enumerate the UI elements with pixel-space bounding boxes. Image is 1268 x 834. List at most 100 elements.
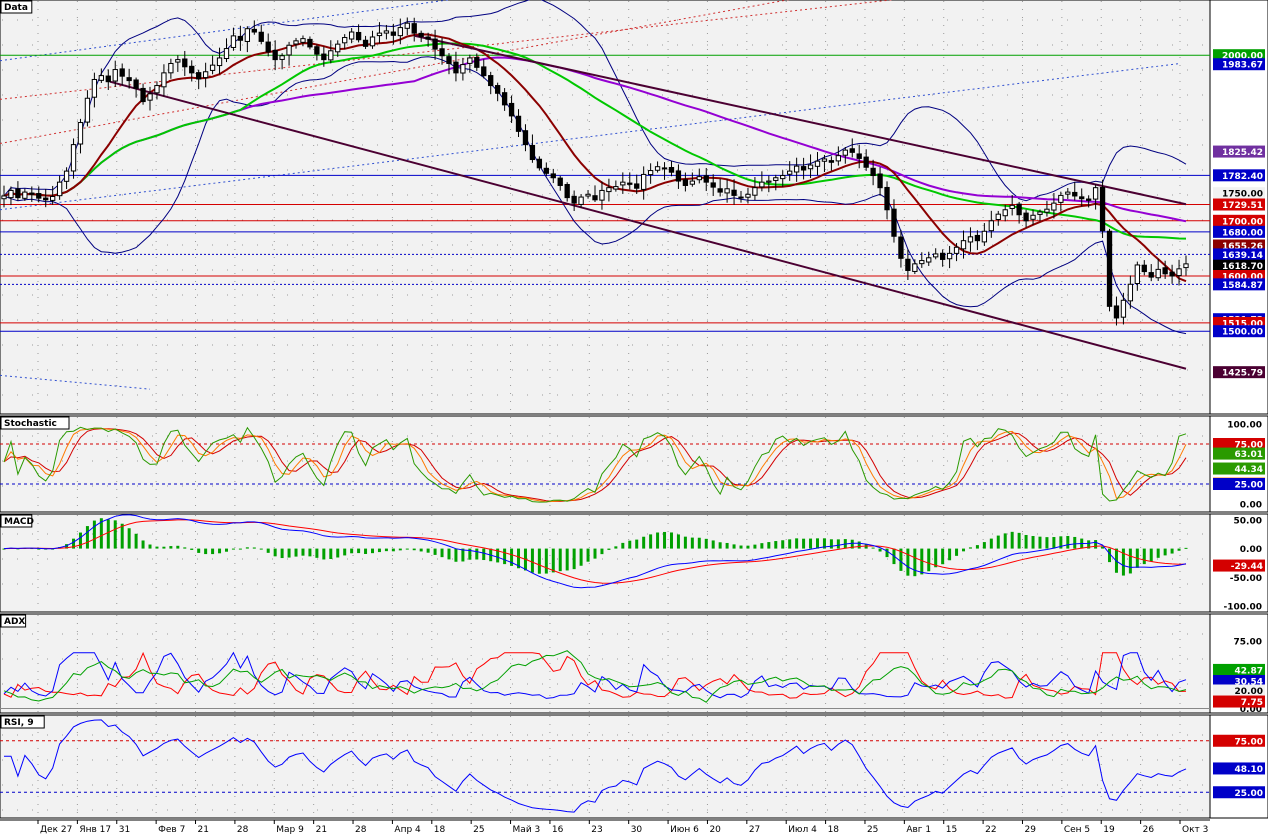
candle[interactable] — [70, 144, 77, 172]
candle[interactable] — [780, 175, 786, 180]
candle[interactable] — [293, 40, 299, 45]
candle[interactable] — [1058, 194, 1064, 203]
candle[interactable] — [432, 38, 438, 50]
candle[interactable] — [418, 32, 424, 37]
candle[interactable] — [460, 64, 466, 74]
candle[interactable] — [355, 31, 362, 41]
candle[interactable] — [272, 49, 278, 61]
candle[interactable] — [237, 35, 244, 41]
candle[interactable] — [1002, 209, 1008, 217]
candle[interactable] — [981, 230, 988, 243]
candle[interactable] — [230, 35, 237, 48]
candle[interactable] — [404, 22, 410, 29]
candle[interactable] — [508, 102, 515, 117]
candle[interactable] — [286, 44, 292, 56]
candle[interactable] — [634, 183, 640, 189]
candle[interactable] — [1176, 268, 1182, 277]
candle[interactable] — [1183, 263, 1189, 269]
candle[interactable] — [668, 167, 675, 173]
candle[interactable] — [689, 180, 695, 185]
candle[interactable] — [807, 164, 814, 170]
candle[interactable] — [738, 196, 744, 199]
candle[interactable] — [641, 173, 647, 190]
candle[interactable] — [988, 220, 994, 232]
candle[interactable] — [147, 93, 153, 101]
candle[interactable] — [251, 28, 257, 33]
candle[interactable] — [501, 92, 508, 106]
candle[interactable] — [731, 189, 737, 196]
candle[interactable] — [348, 31, 355, 40]
candle[interactable] — [481, 66, 487, 77]
candle[interactable] — [1009, 204, 1015, 209]
candle[interactable] — [717, 188, 723, 193]
candle[interactable] — [321, 53, 327, 61]
candle[interactable] — [1120, 299, 1127, 318]
candle[interactable] — [1106, 230, 1113, 307]
candle[interactable] — [1113, 305, 1120, 319]
candle[interactable] — [912, 263, 918, 272]
candle[interactable] — [710, 182, 716, 188]
candle[interactable] — [495, 85, 501, 94]
candle[interactable] — [244, 28, 251, 42]
candle[interactable] — [766, 180, 772, 183]
candle[interactable] — [821, 158, 828, 162]
candle[interactable] — [168, 62, 174, 74]
candle[interactable] — [8, 189, 14, 199]
candle[interactable] — [675, 170, 682, 182]
candle[interactable] — [933, 253, 939, 258]
candle[interactable] — [91, 78, 98, 98]
candle[interactable] — [1141, 264, 1147, 273]
candle[interactable] — [411, 23, 417, 34]
candle[interactable] — [314, 46, 320, 55]
candle[interactable] — [578, 196, 584, 205]
candle[interactable] — [543, 167, 549, 174]
candle[interactable] — [453, 61, 459, 74]
candle[interactable] — [439, 48, 445, 57]
candle[interactable] — [1065, 191, 1071, 195]
candle[interactable] — [939, 252, 946, 260]
candle[interactable] — [1037, 211, 1043, 215]
candle[interactable] — [202, 71, 209, 79]
candle[interactable] — [627, 182, 633, 185]
candle[interactable] — [960, 240, 967, 250]
candle[interactable] — [15, 188, 21, 199]
candle[interactable] — [696, 176, 702, 181]
candle[interactable] — [390, 31, 397, 36]
candle[interactable] — [119, 68, 125, 77]
candle[interactable] — [682, 179, 689, 186]
candle[interactable] — [863, 156, 869, 168]
candle[interactable] — [397, 27, 403, 37]
candle[interactable] — [328, 50, 334, 61]
candle[interactable] — [800, 166, 807, 171]
candle[interactable] — [1079, 196, 1085, 200]
candle[interactable] — [43, 197, 49, 201]
candle[interactable] — [1169, 271, 1175, 277]
candle[interactable] — [884, 186, 890, 211]
candle[interactable] — [773, 177, 779, 181]
candle[interactable] — [536, 158, 543, 169]
candle[interactable] — [425, 36, 431, 40]
candle[interactable] — [515, 115, 522, 132]
candle[interactable] — [369, 36, 376, 47]
candle[interactable] — [856, 153, 862, 159]
candle[interactable] — [654, 166, 661, 171]
candle[interactable] — [703, 175, 709, 183]
candle[interactable] — [112, 69, 118, 82]
candle[interactable] — [606, 187, 612, 193]
candle[interactable] — [175, 59, 181, 63]
candle[interactable] — [63, 170, 70, 182]
candle[interactable] — [1134, 264, 1140, 285]
candle[interactable] — [56, 181, 63, 197]
candle[interactable] — [1086, 198, 1092, 201]
candle[interactable] — [724, 188, 730, 194]
candle[interactable] — [557, 177, 563, 186]
candle[interactable] — [891, 208, 897, 237]
candle[interactable] — [759, 181, 765, 188]
candle[interactable] — [196, 72, 202, 80]
candle[interactable] — [376, 32, 383, 37]
candle[interactable] — [258, 31, 264, 42]
candle[interactable] — [647, 170, 654, 176]
candle[interactable] — [182, 58, 188, 68]
candle[interactable] — [467, 57, 473, 64]
